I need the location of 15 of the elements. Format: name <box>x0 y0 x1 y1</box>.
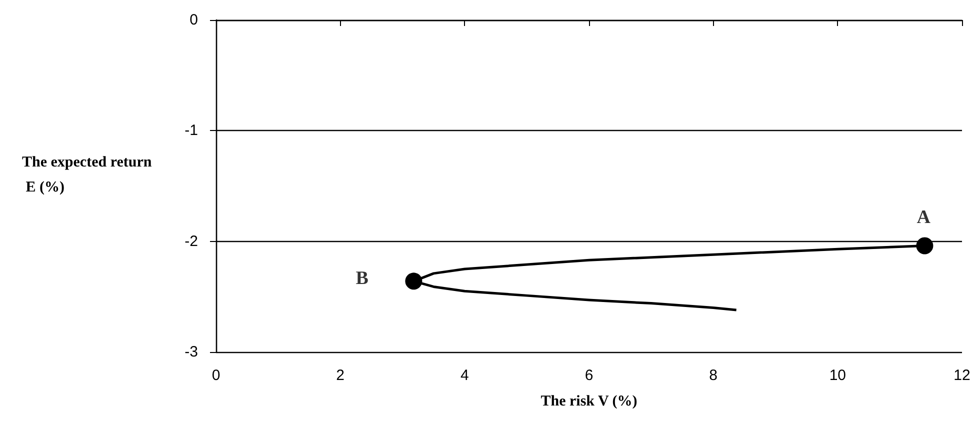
x-axis-title: The risk V (%) <box>540 394 638 410</box>
x-tick-label: 0 <box>212 367 220 384</box>
y-axis-title: The expected return E (%) <box>22 154 152 196</box>
y-tick-label: -1 <box>184 122 198 140</box>
x-tick-label: 6 <box>584 367 594 384</box>
x-tick-label: 4 <box>460 367 469 384</box>
y-tick-label: -2 <box>184 232 198 250</box>
annotation: A <box>916 206 931 228</box>
x-tick-label: 8 <box>709 367 718 384</box>
y-tick-label: -3 <box>184 344 198 360</box>
annotation: B <box>356 268 369 290</box>
y-tick-label: 0 <box>190 12 198 28</box>
x-tick-label: 10 <box>829 367 846 384</box>
x-tick-label: 12 <box>954 367 970 384</box>
x-tick-label: 2 <box>336 367 345 384</box>
